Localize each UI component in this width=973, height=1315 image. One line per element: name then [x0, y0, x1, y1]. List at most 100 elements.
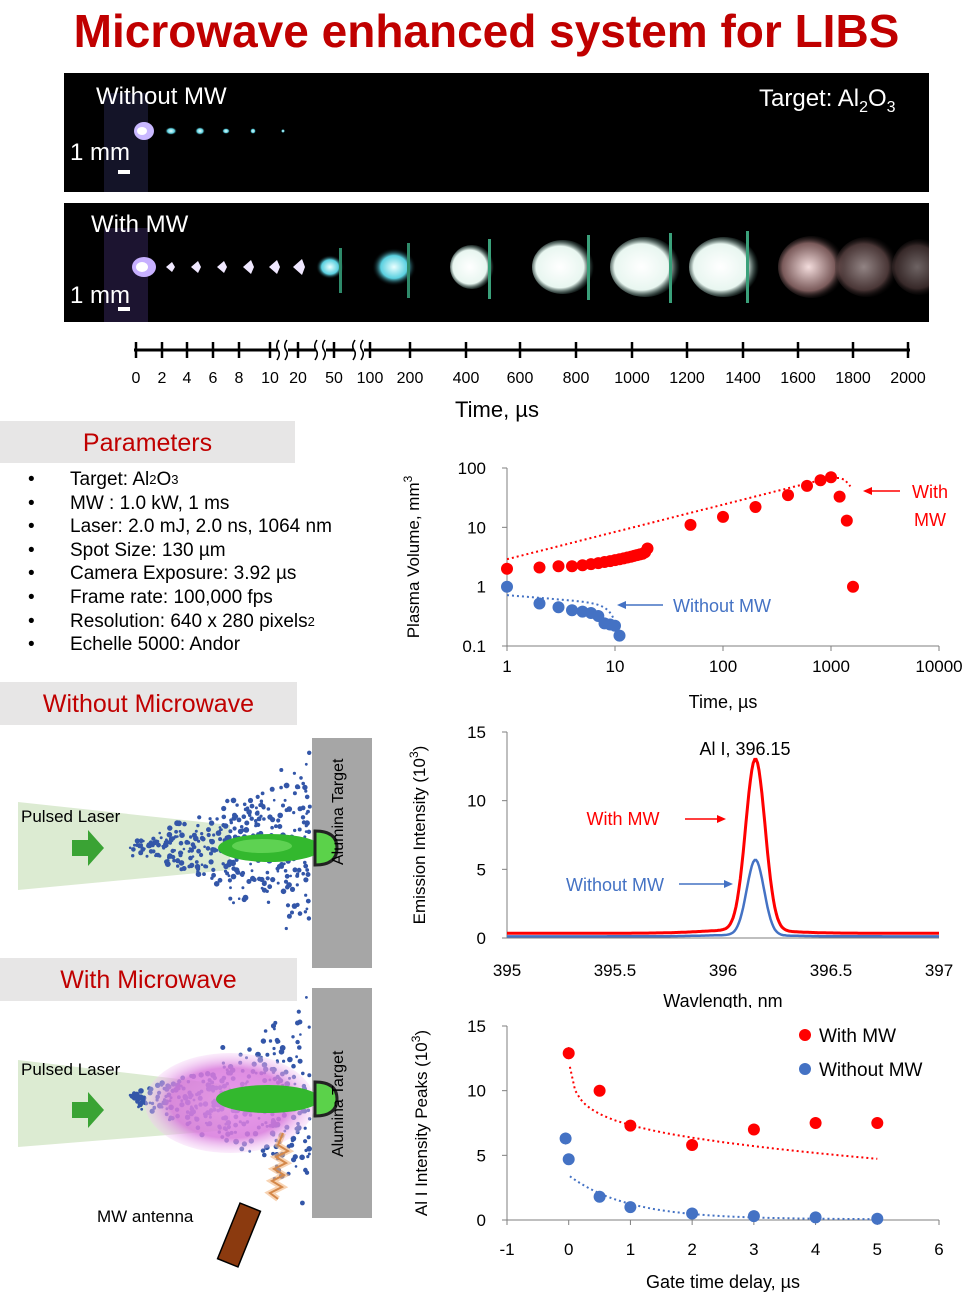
particle-dot	[275, 1040, 280, 1044]
particle-dot	[232, 812, 237, 818]
data-point	[559, 1132, 572, 1145]
particle-dot	[167, 825, 173, 831]
particle-dot	[272, 1046, 276, 1051]
particle-dot	[272, 1052, 276, 1056]
particle-dot	[305, 996, 308, 999]
particle-dot	[237, 897, 241, 900]
particle-dot	[301, 781, 306, 786]
particle-dot	[258, 803, 263, 808]
with-mw-plasma-frames	[104, 228, 948, 322]
particle-dot	[273, 1020, 278, 1025]
particle-dot	[292, 791, 297, 796]
particle-dot	[266, 900, 271, 904]
data-point	[684, 518, 697, 531]
axis-break-gap	[354, 340, 364, 362]
particle-dot	[304, 789, 308, 793]
particle-dot	[284, 873, 290, 879]
particle-dot	[188, 847, 192, 850]
x-tick-label: 2	[687, 1240, 696, 1259]
particle-dot	[159, 836, 163, 840]
x-tick-label: 3	[749, 1240, 758, 1259]
particle-dot	[247, 1047, 252, 1052]
parameter-item: • Target: Al 2 O 3	[20, 468, 332, 492]
particle-dot	[221, 862, 225, 866]
particle-dot	[221, 814, 227, 820]
with-mw-label: With MW	[91, 211, 189, 238]
particle-dot	[140, 1107, 144, 1111]
scale-bar-label: 1 mm	[70, 139, 130, 166]
with-mw-annotation: With MW	[587, 809, 660, 829]
parameter-text: MW : 1.0 kW, 1 ms	[70, 492, 230, 514]
particle-dot	[254, 806, 258, 810]
particle-dot	[174, 829, 179, 834]
particle-dot	[281, 803, 285, 808]
particle-dot	[232, 826, 237, 831]
particle-dot	[148, 849, 154, 854]
particle-dot	[205, 846, 211, 851]
without-mw-trendline	[506, 594, 622, 642]
timeline-tick-label: 6	[209, 370, 218, 387]
particle-dot	[286, 806, 293, 812]
data-point	[747, 1123, 760, 1136]
particle-dot	[253, 819, 258, 823]
particle-dot	[282, 1059, 286, 1063]
parameter-text: Frame rate: 100,000 fps	[70, 586, 273, 608]
particle-dot	[291, 1035, 295, 1039]
bullet-icon: •	[28, 634, 35, 656]
particle-dot	[220, 1045, 226, 1050]
subscript: 3	[171, 472, 179, 487]
particle-dot	[134, 838, 140, 844]
particle-dot	[283, 782, 290, 789]
particle-dot	[243, 827, 250, 833]
particle-dot	[211, 872, 217, 878]
timeline-tick-label: 20	[289, 370, 307, 387]
particle-dot	[178, 840, 184, 846]
x-tick-label: 1	[502, 657, 511, 676]
particle-dot	[275, 866, 280, 871]
parameter-text: Spot Size: 130 µm	[70, 539, 226, 561]
particle-dot	[279, 785, 283, 790]
particle-dot	[189, 835, 193, 839]
particle-dot	[295, 883, 299, 887]
particle-dot	[304, 824, 308, 828]
particle-dot	[278, 1049, 285, 1055]
particle-dot	[197, 815, 202, 820]
particle-dot	[279, 864, 285, 869]
y-tick-label: 5	[477, 1146, 486, 1165]
particle-dot	[303, 1139, 308, 1144]
data-point	[809, 1211, 822, 1224]
particle-dot	[304, 794, 310, 800]
particle-dot	[195, 866, 201, 872]
particle-dot	[142, 1099, 146, 1103]
parameter-item: • MW : 1.0 kW, 1 ms	[20, 492, 332, 516]
particle-dot	[307, 1025, 311, 1029]
data-point	[847, 580, 859, 593]
axis-break-icon	[321, 339, 327, 361]
legend-marker	[799, 1029, 811, 1041]
particle-dot	[306, 1135, 311, 1140]
particle-dot	[208, 817, 212, 821]
particle-dot	[149, 841, 153, 845]
timeline-tick-label: 8	[235, 370, 244, 387]
particle-dot	[232, 901, 235, 905]
particle-dot	[250, 869, 254, 873]
x-tick-label: 396.5	[810, 961, 853, 980]
particle-dot	[297, 1045, 302, 1050]
particle-dot	[302, 784, 308, 791]
particle-dot	[156, 842, 161, 848]
particle-dot	[223, 869, 228, 873]
particle-dot	[295, 1055, 298, 1059]
with-mw-trendline	[568, 1066, 878, 1160]
bullet-icon: •	[28, 516, 35, 538]
particle-dot	[306, 916, 312, 921]
particle-dot	[203, 845, 206, 848]
particle-dot	[165, 838, 168, 842]
parameter-item: • Resolution: 640 x 280 pixels 2	[20, 610, 332, 634]
particle-dot	[305, 907, 309, 911]
x-tick-label: 4	[811, 1240, 820, 1259]
particle-dot	[179, 832, 185, 838]
particle-dot	[212, 833, 216, 837]
particle-dot	[142, 847, 146, 851]
particle-dot	[299, 776, 303, 780]
particle-dot	[295, 1020, 300, 1026]
